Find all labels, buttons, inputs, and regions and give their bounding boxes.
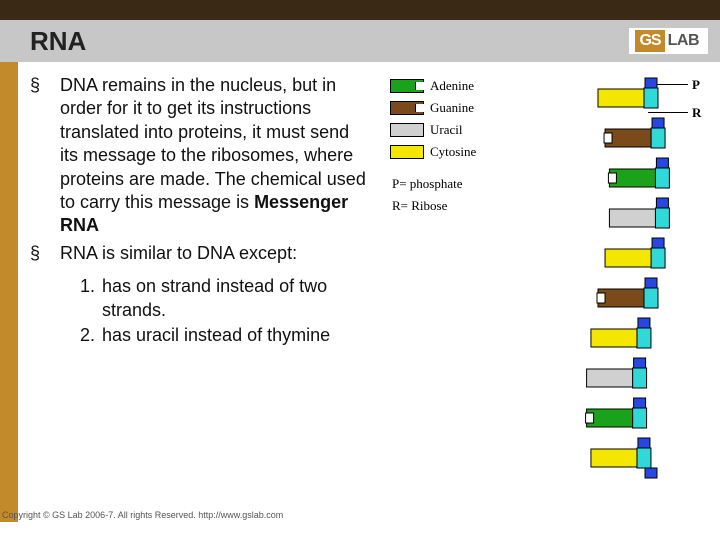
legend-uracil-label: Uracil (430, 122, 462, 138)
rna-strand-svg (580, 72, 700, 492)
top-bar (0, 0, 720, 20)
swatch-cytosine (390, 145, 424, 159)
bullet-item-1: DNA remains in the nucleus, but in order… (30, 74, 370, 238)
legend-uracil: Uracil (390, 122, 462, 138)
num-2: 2. (80, 324, 95, 347)
note-r: R= Ribose (392, 198, 447, 214)
numbered-item-2: 2. has uracil instead of thymine (80, 324, 340, 347)
swatch-guanine (390, 101, 424, 115)
legend-guanine-label: Guanine (430, 100, 474, 116)
numbered-item-1: 1. has on strand instead of two strands. (80, 275, 340, 322)
legend-guanine: Guanine (390, 100, 474, 116)
num-1-text: has on strand instead of two strands. (102, 276, 327, 319)
swatch-uracil (390, 123, 424, 137)
legend-cytosine-label: Cytosine (430, 144, 476, 160)
swatch-adenine (390, 79, 424, 93)
bullet-list: DNA remains in the nucleus, but in order… (30, 74, 370, 265)
note-p: P= phosphate (392, 176, 463, 192)
numbered-list: 1. has on strand instead of two strands.… (80, 275, 340, 347)
legend-cytosine: Cytosine (390, 144, 476, 160)
page-title: RNA (30, 26, 86, 57)
logo-gs: GS (635, 30, 664, 52)
copyright: Copyright © GS Lab 2006-7. All rights Re… (2, 510, 283, 520)
bullet-item-2: RNA is similar to DNA except: (30, 242, 370, 265)
num-1: 1. (80, 275, 95, 298)
content-area: DNA remains in the nucleus, but in order… (0, 62, 720, 522)
text-column: DNA remains in the nucleus, but in order… (30, 74, 370, 349)
logo-lab: LAB (665, 30, 702, 52)
rna-diagram: Adenine Guanine Uracil Cytosine P= phosp… (380, 72, 710, 512)
logo: GS LAB (629, 28, 708, 54)
left-accent-strip (0, 62, 18, 522)
bullet-2-text: RNA is similar to DNA except: (60, 243, 297, 263)
legend-adenine-label: Adenine (430, 78, 474, 94)
legend-adenine: Adenine (390, 78, 474, 94)
num-2-text: has uracil instead of thymine (102, 325, 330, 345)
title-row: RNA GS LAB (0, 20, 720, 62)
